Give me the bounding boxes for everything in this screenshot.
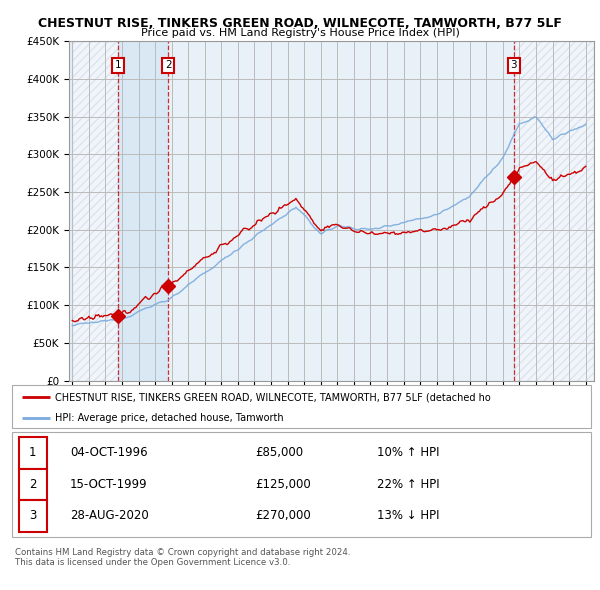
Text: 04-OCT-1996: 04-OCT-1996 — [70, 447, 148, 460]
Text: £125,000: £125,000 — [255, 478, 311, 491]
Bar — [73, 41, 118, 381]
Text: 2: 2 — [29, 478, 37, 491]
Text: Price paid vs. HM Land Registry's House Price Index (HPI): Price paid vs. HM Land Registry's House … — [140, 28, 460, 38]
Text: £270,000: £270,000 — [255, 509, 311, 522]
Text: 28-AUG-2020: 28-AUG-2020 — [70, 509, 149, 522]
FancyBboxPatch shape — [12, 432, 591, 537]
Text: CHESTNUT RISE, TINKERS GREEN ROAD, WILNECOTE, TAMWORTH, B77 5LF: CHESTNUT RISE, TINKERS GREEN ROAD, WILNE… — [38, 17, 562, 30]
Text: £85,000: £85,000 — [255, 447, 304, 460]
FancyBboxPatch shape — [19, 437, 47, 468]
Text: 13% ↓ HPI: 13% ↓ HPI — [377, 509, 439, 522]
FancyBboxPatch shape — [19, 500, 47, 532]
Text: 15-OCT-1999: 15-OCT-1999 — [70, 478, 148, 491]
Text: 1: 1 — [29, 447, 37, 460]
Text: 3: 3 — [29, 509, 37, 522]
FancyBboxPatch shape — [19, 468, 47, 500]
Bar — [514, 41, 594, 381]
Text: 22% ↑ HPI: 22% ↑ HPI — [377, 478, 439, 491]
Text: 1: 1 — [115, 60, 121, 70]
FancyBboxPatch shape — [12, 385, 591, 428]
Bar — [118, 41, 168, 381]
Text: Contains HM Land Registry data © Crown copyright and database right 2024.
This d: Contains HM Land Registry data © Crown c… — [15, 548, 350, 567]
Text: 2: 2 — [165, 60, 172, 70]
Text: 10% ↑ HPI: 10% ↑ HPI — [377, 447, 439, 460]
Text: 3: 3 — [511, 60, 517, 70]
Text: CHESTNUT RISE, TINKERS GREEN ROAD, WILNECOTE, TAMWORTH, B77 5LF (detached ho: CHESTNUT RISE, TINKERS GREEN ROAD, WILNE… — [55, 392, 491, 402]
Text: HPI: Average price, detached house, Tamworth: HPI: Average price, detached house, Tamw… — [55, 414, 284, 424]
